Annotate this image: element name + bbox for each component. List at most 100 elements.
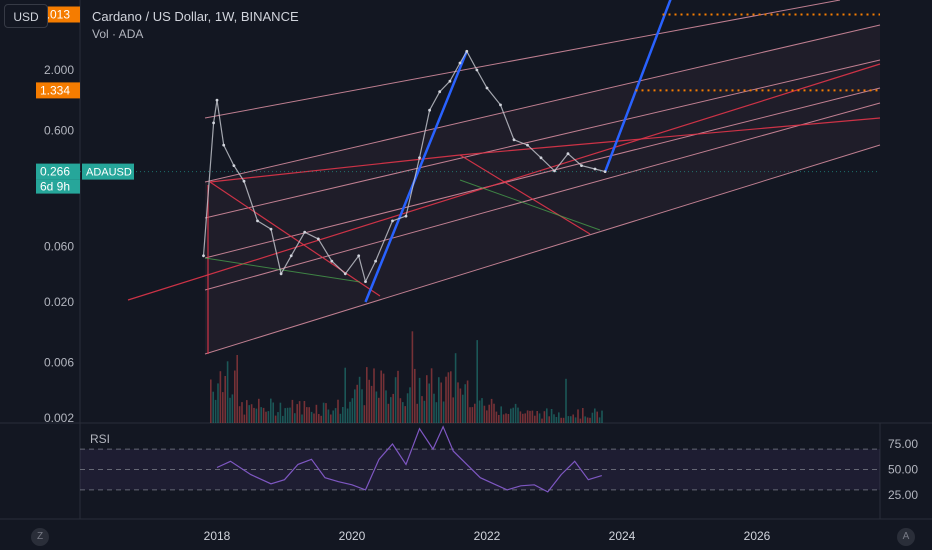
volume-bar: [507, 414, 510, 423]
countdown-label: 6d 9h: [40, 180, 70, 194]
volume-bar: [325, 403, 327, 423]
volume-bar: [586, 417, 589, 423]
volume-bar: [421, 396, 423, 423]
volume-bar: [478, 400, 481, 423]
volume-bar: [361, 389, 363, 423]
channel-line: [204, 87, 881, 259]
volume-bar: [512, 407, 514, 423]
log-scale-button[interactable]: Z: [31, 528, 49, 546]
volume-bar: [572, 414, 574, 423]
volume-bar: [387, 403, 390, 423]
volume-bar: [526, 410, 529, 423]
volume-bar: [404, 406, 406, 423]
volume-bar: [510, 408, 512, 423]
volume-bar: [560, 417, 562, 423]
volume-bar: [596, 411, 598, 423]
volume-bar: [519, 411, 522, 423]
volume-bar: [474, 403, 476, 423]
volume-bar: [250, 404, 253, 423]
volume-bar: [430, 368, 433, 423]
symbol-tag-label: ADAUSD: [86, 167, 132, 179]
volume-bar: [433, 393, 435, 423]
volume-bar: [318, 414, 320, 423]
volume-bar: [294, 413, 296, 423]
price-point: [404, 214, 408, 218]
volume-bar: [488, 404, 490, 423]
volume-bar: [313, 413, 315, 423]
axes: 200.00060.00020.0002.0000.6000.2000.0600…: [36, 6, 771, 543]
volume-bar: [243, 414, 246, 423]
price-point: [458, 61, 462, 65]
price-point: [269, 227, 273, 231]
volume-bar: [380, 370, 382, 423]
volume-bar: [222, 392, 224, 423]
volume-bar: [550, 409, 553, 423]
volume-bar: [589, 417, 591, 423]
volume-bar: [351, 398, 354, 423]
price-point: [215, 98, 219, 102]
price-point: [512, 138, 516, 142]
volume-bar: [236, 355, 238, 423]
volume-bar: [570, 416, 572, 423]
volume-bar: [368, 379, 370, 423]
price-point: [448, 79, 452, 83]
y-tick-label: 0.060: [44, 240, 74, 254]
volume-bar: [315, 404, 318, 423]
price-point: [364, 280, 367, 283]
volume-bar: [390, 397, 392, 423]
volume-bar: [466, 380, 469, 423]
volume-bar: [428, 383, 430, 423]
volume-bar: [486, 410, 488, 423]
price-point: [553, 169, 556, 173]
volume-bar: [284, 408, 286, 423]
price-point: [212, 121, 216, 125]
auto-scale-button[interactable]: A: [897, 528, 915, 546]
volume-bar: [378, 397, 380, 423]
volume-bar: [536, 411, 538, 423]
volume-bar: [334, 408, 337, 423]
volume-bar: [584, 416, 586, 423]
volume-bar: [406, 393, 409, 423]
y-tick-label: 0.006: [44, 356, 74, 370]
volume-bar: [498, 415, 500, 423]
red-trend-line: [459, 117, 881, 156]
red-trend-line: [209, 181, 381, 297]
volume-legend: Vol · ADA: [92, 27, 144, 41]
channel-line: [204, 144, 881, 355]
price-point: [539, 156, 543, 160]
volume-bar: [454, 353, 457, 423]
volume-bar: [373, 368, 375, 423]
volume-bar: [370, 385, 373, 423]
volume-bar: [529, 410, 531, 423]
volume-bar: [574, 417, 577, 423]
volume-bar: [464, 384, 466, 423]
volume-bar: [375, 391, 378, 423]
volume-bar: [565, 378, 567, 423]
x-tick-label: 2020: [339, 529, 366, 543]
volume-bar: [226, 361, 229, 423]
currency-button[interactable]: USD: [4, 4, 48, 28]
countdown-tag: [36, 179, 80, 194]
price-tag-label: 1.334: [40, 83, 70, 97]
volume-bar: [339, 413, 342, 423]
price-point: [418, 156, 421, 160]
rsi-tick-label: 75.00: [888, 437, 918, 451]
volume-bar: [289, 407, 291, 423]
volume-bar: [366, 367, 368, 423]
volume-bar: [265, 411, 267, 423]
volume-bar: [382, 373, 385, 423]
rsi-tick-label: 25.00: [888, 488, 918, 502]
price-point: [242, 179, 246, 183]
green-trend-line: [204, 257, 361, 283]
volume-bar: [214, 399, 217, 423]
volume-bar: [447, 372, 450, 423]
volume-bar: [502, 414, 505, 423]
price-point: [580, 164, 583, 168]
volume-bar: [274, 415, 277, 423]
price-point: [289, 254, 293, 258]
volume-bar: [450, 371, 452, 423]
volume-bar: [409, 387, 411, 423]
volume-bar: [445, 376, 447, 423]
volume-bar: [435, 402, 438, 423]
